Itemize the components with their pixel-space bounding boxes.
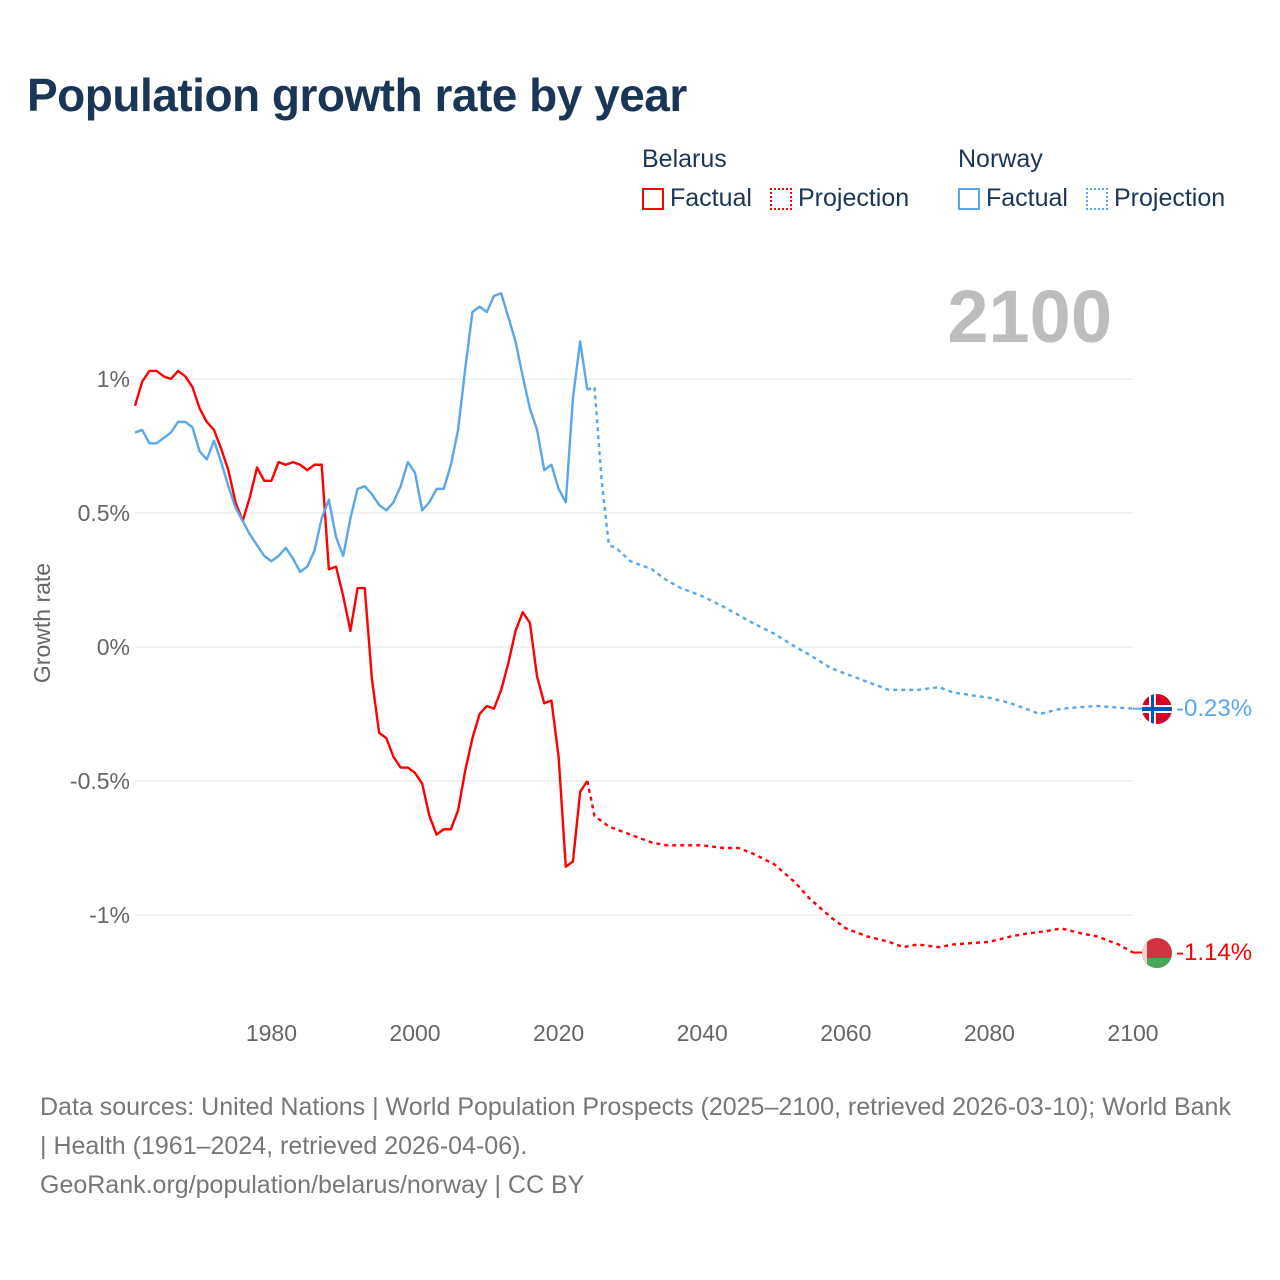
x-tick-label: 2080 [964,1020,1015,1046]
legend-group-name: Belarus [642,145,727,173]
y-tick-label: -1% [89,902,130,928]
legend-belarus-factual[interactable]: Factual [642,184,752,213]
legend-norway-factual[interactable]: Factual [958,184,1068,213]
legend-swatch-dotted [769,187,792,210]
credit-link[interactable]: GeoRank.org/population/belarus/norway | … [40,1171,585,1199]
x-tick-label: 1980 [246,1020,297,1046]
y-tick-label: 0.5% [78,500,130,526]
belarus-flag-icon [1142,938,1172,968]
x-tick-label: 2100 [1107,1020,1158,1046]
belarus-projection-line [586,780,1134,954]
norway-factual-line [134,292,589,574]
legend-norway: Norway Factual Projection [958,145,1225,213]
legend-norway-projection[interactable]: Projection [1085,184,1226,213]
legend-label: Projection [1113,184,1226,212]
norway-flag-icon [1142,694,1172,724]
y-tick-label: 1% [97,366,130,392]
legend-swatch-solid [642,187,664,210]
y-axis-label: Growth rate [29,563,55,683]
legend-group-name: Norway [958,145,1043,173]
data-sources: Data sources: United Nations | World Pop… [40,1093,1231,1160]
legend-label: Factual [670,184,752,212]
norway-end-label: -0.23% [1176,695,1252,722]
footer: Data sources: United Nations | World Pop… [40,1088,1240,1205]
x-tick-label: 2060 [820,1020,871,1046]
legend-label: Projection [797,184,910,212]
norway-projection-line [586,385,1134,716]
legend-label: Factual [986,184,1068,212]
legend-belarus-projection[interactable]: Projection [769,184,910,213]
legend-swatch-solid [958,187,980,210]
x-tick-label: 2000 [389,1020,440,1046]
legend-belarus: Belarus Factual Projection [642,145,909,213]
y-tick-label: -0.5% [70,768,130,794]
y-tick-label: 0% [97,634,130,660]
x-tick-label: 2020 [533,1020,584,1046]
belarus-end-label: -1.14% [1176,939,1252,966]
legend-swatch-dotted [1085,187,1108,210]
current-year-label: 2100 [947,275,1112,358]
x-tick-label: 2040 [677,1020,728,1046]
belarus-factual-line [133,369,589,868]
chart-title: Population growth rate by year [27,69,687,121]
